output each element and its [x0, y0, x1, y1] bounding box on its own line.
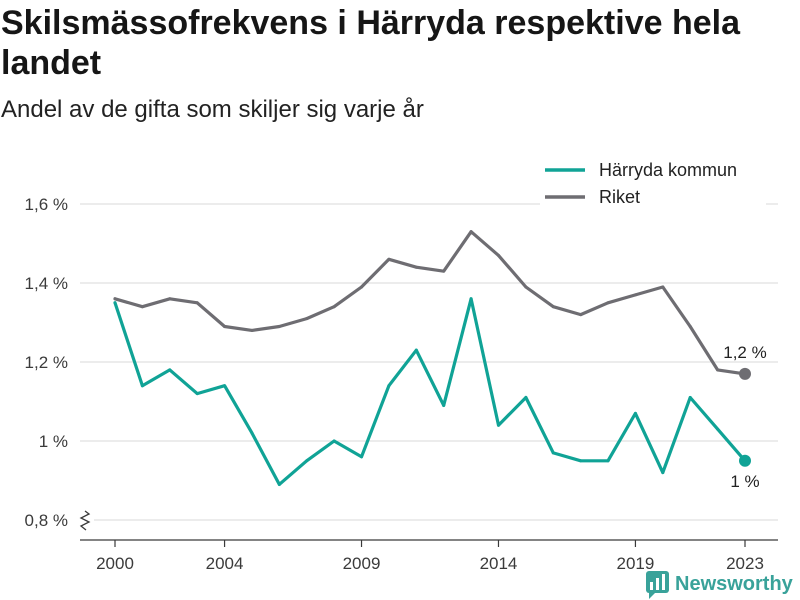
- logo-icon-tail: [649, 592, 656, 599]
- data-point: [579, 313, 583, 317]
- series-line-riket: [113, 230, 747, 376]
- axis-break-zigzag: [79, 510, 91, 531]
- data-point: [551, 451, 555, 455]
- data-point: [442, 403, 446, 407]
- data-point: [716, 427, 720, 431]
- newsworthy-logo-text: Newsworthy: [675, 573, 794, 595]
- data-point: [195, 301, 199, 305]
- legend-label-harryda-kommun: Härryda kommun: [599, 160, 737, 180]
- legend-background: [540, 152, 766, 210]
- series-riket: 1,2 %: [113, 230, 767, 380]
- chart-title: Skilsmässofrekvens i Härryda respektive …: [1, 4, 740, 82]
- y-tick-label: 1,4 %: [25, 274, 68, 293]
- data-point: [524, 396, 528, 400]
- data-point: [469, 297, 473, 301]
- y-tick-label: 0,8 %: [25, 511, 68, 530]
- data-point: [277, 324, 281, 328]
- data-point: [332, 439, 336, 443]
- x-tick-label: 2009: [343, 554, 381, 573]
- x-tick-label: 2023: [726, 554, 764, 573]
- newsworthy-logo: Newsworthy: [646, 571, 794, 599]
- logo-icon-bar: [662, 574, 665, 590]
- x-tick-label: 2019: [617, 554, 655, 573]
- data-point: [524, 285, 528, 289]
- legend-label-riket: Riket: [599, 187, 640, 207]
- data-point: [414, 348, 418, 352]
- data-point: [387, 257, 391, 261]
- series-line-harryda-kommun: [113, 297, 747, 486]
- x-axis: 2000 2004 2009 2014 2019 2023: [80, 539, 778, 573]
- data-point: [442, 269, 446, 273]
- y-tick-label: 1,6 %: [25, 195, 68, 214]
- data-point: [113, 297, 117, 301]
- data-point: [469, 230, 473, 234]
- x-tick-label: 2014: [480, 554, 518, 573]
- data-point: [332, 305, 336, 309]
- data-point: [195, 392, 199, 396]
- data-point: [305, 317, 309, 321]
- data-point: [606, 301, 610, 305]
- bar-chart-bubble-icon: [646, 571, 669, 599]
- axis-break-icon: [77, 509, 94, 532]
- data-point: [551, 305, 555, 309]
- data-point: [633, 411, 637, 415]
- data-point: [140, 384, 144, 388]
- end-value-label: 1 %: [730, 472, 759, 491]
- data-point: [223, 324, 227, 328]
- data-point: [113, 301, 117, 305]
- data-point: [716, 368, 720, 372]
- data-point: [414, 265, 418, 269]
- data-point: [579, 459, 583, 463]
- data-point: [387, 384, 391, 388]
- data-point: [168, 297, 172, 301]
- legend-item-riket: Riket: [545, 187, 640, 207]
- series-harryda-kommun: 1 %: [113, 297, 760, 491]
- x-tick-label: 2000: [96, 554, 134, 573]
- data-point: [250, 431, 254, 435]
- logo-icon-bar: [656, 578, 659, 590]
- legend-item-harryda-kommun: Härryda kommun: [545, 160, 737, 180]
- chart-subtitle: Andel av de gifta som skiljer sig varje …: [1, 96, 424, 123]
- data-point: [250, 328, 254, 332]
- data-point: [633, 293, 637, 297]
- logo-icon-bar: [650, 582, 653, 590]
- data-point: [360, 455, 364, 459]
- x-tick-label: 2004: [206, 554, 244, 573]
- y-tick-label: 1,2 %: [25, 353, 68, 372]
- data-point: [661, 471, 665, 475]
- y-axis: 0,8 % 1 % 1,2 % 1,4 % 1,6 %: [25, 195, 68, 530]
- end-marker: [739, 454, 751, 467]
- data-point: [168, 368, 172, 372]
- data-point: [606, 459, 610, 463]
- y-tick-label: 1 %: [39, 432, 68, 451]
- data-point: [661, 285, 665, 289]
- data-point: [140, 305, 144, 309]
- data-point: [223, 384, 227, 388]
- data-point: [360, 285, 364, 289]
- series-layer: 1,2 % 1 %: [113, 230, 767, 491]
- end-marker: [739, 367, 751, 380]
- gridlines: [80, 203, 778, 521]
- data-point: [688, 396, 692, 400]
- data-point: [277, 482, 281, 486]
- end-value-label: 1,2 %: [723, 343, 766, 362]
- data-point: [496, 423, 500, 427]
- data-point: [688, 324, 692, 328]
- data-point: [496, 253, 500, 257]
- legend: Härryda kommun Riket: [540, 152, 766, 210]
- data-point: [305, 459, 309, 463]
